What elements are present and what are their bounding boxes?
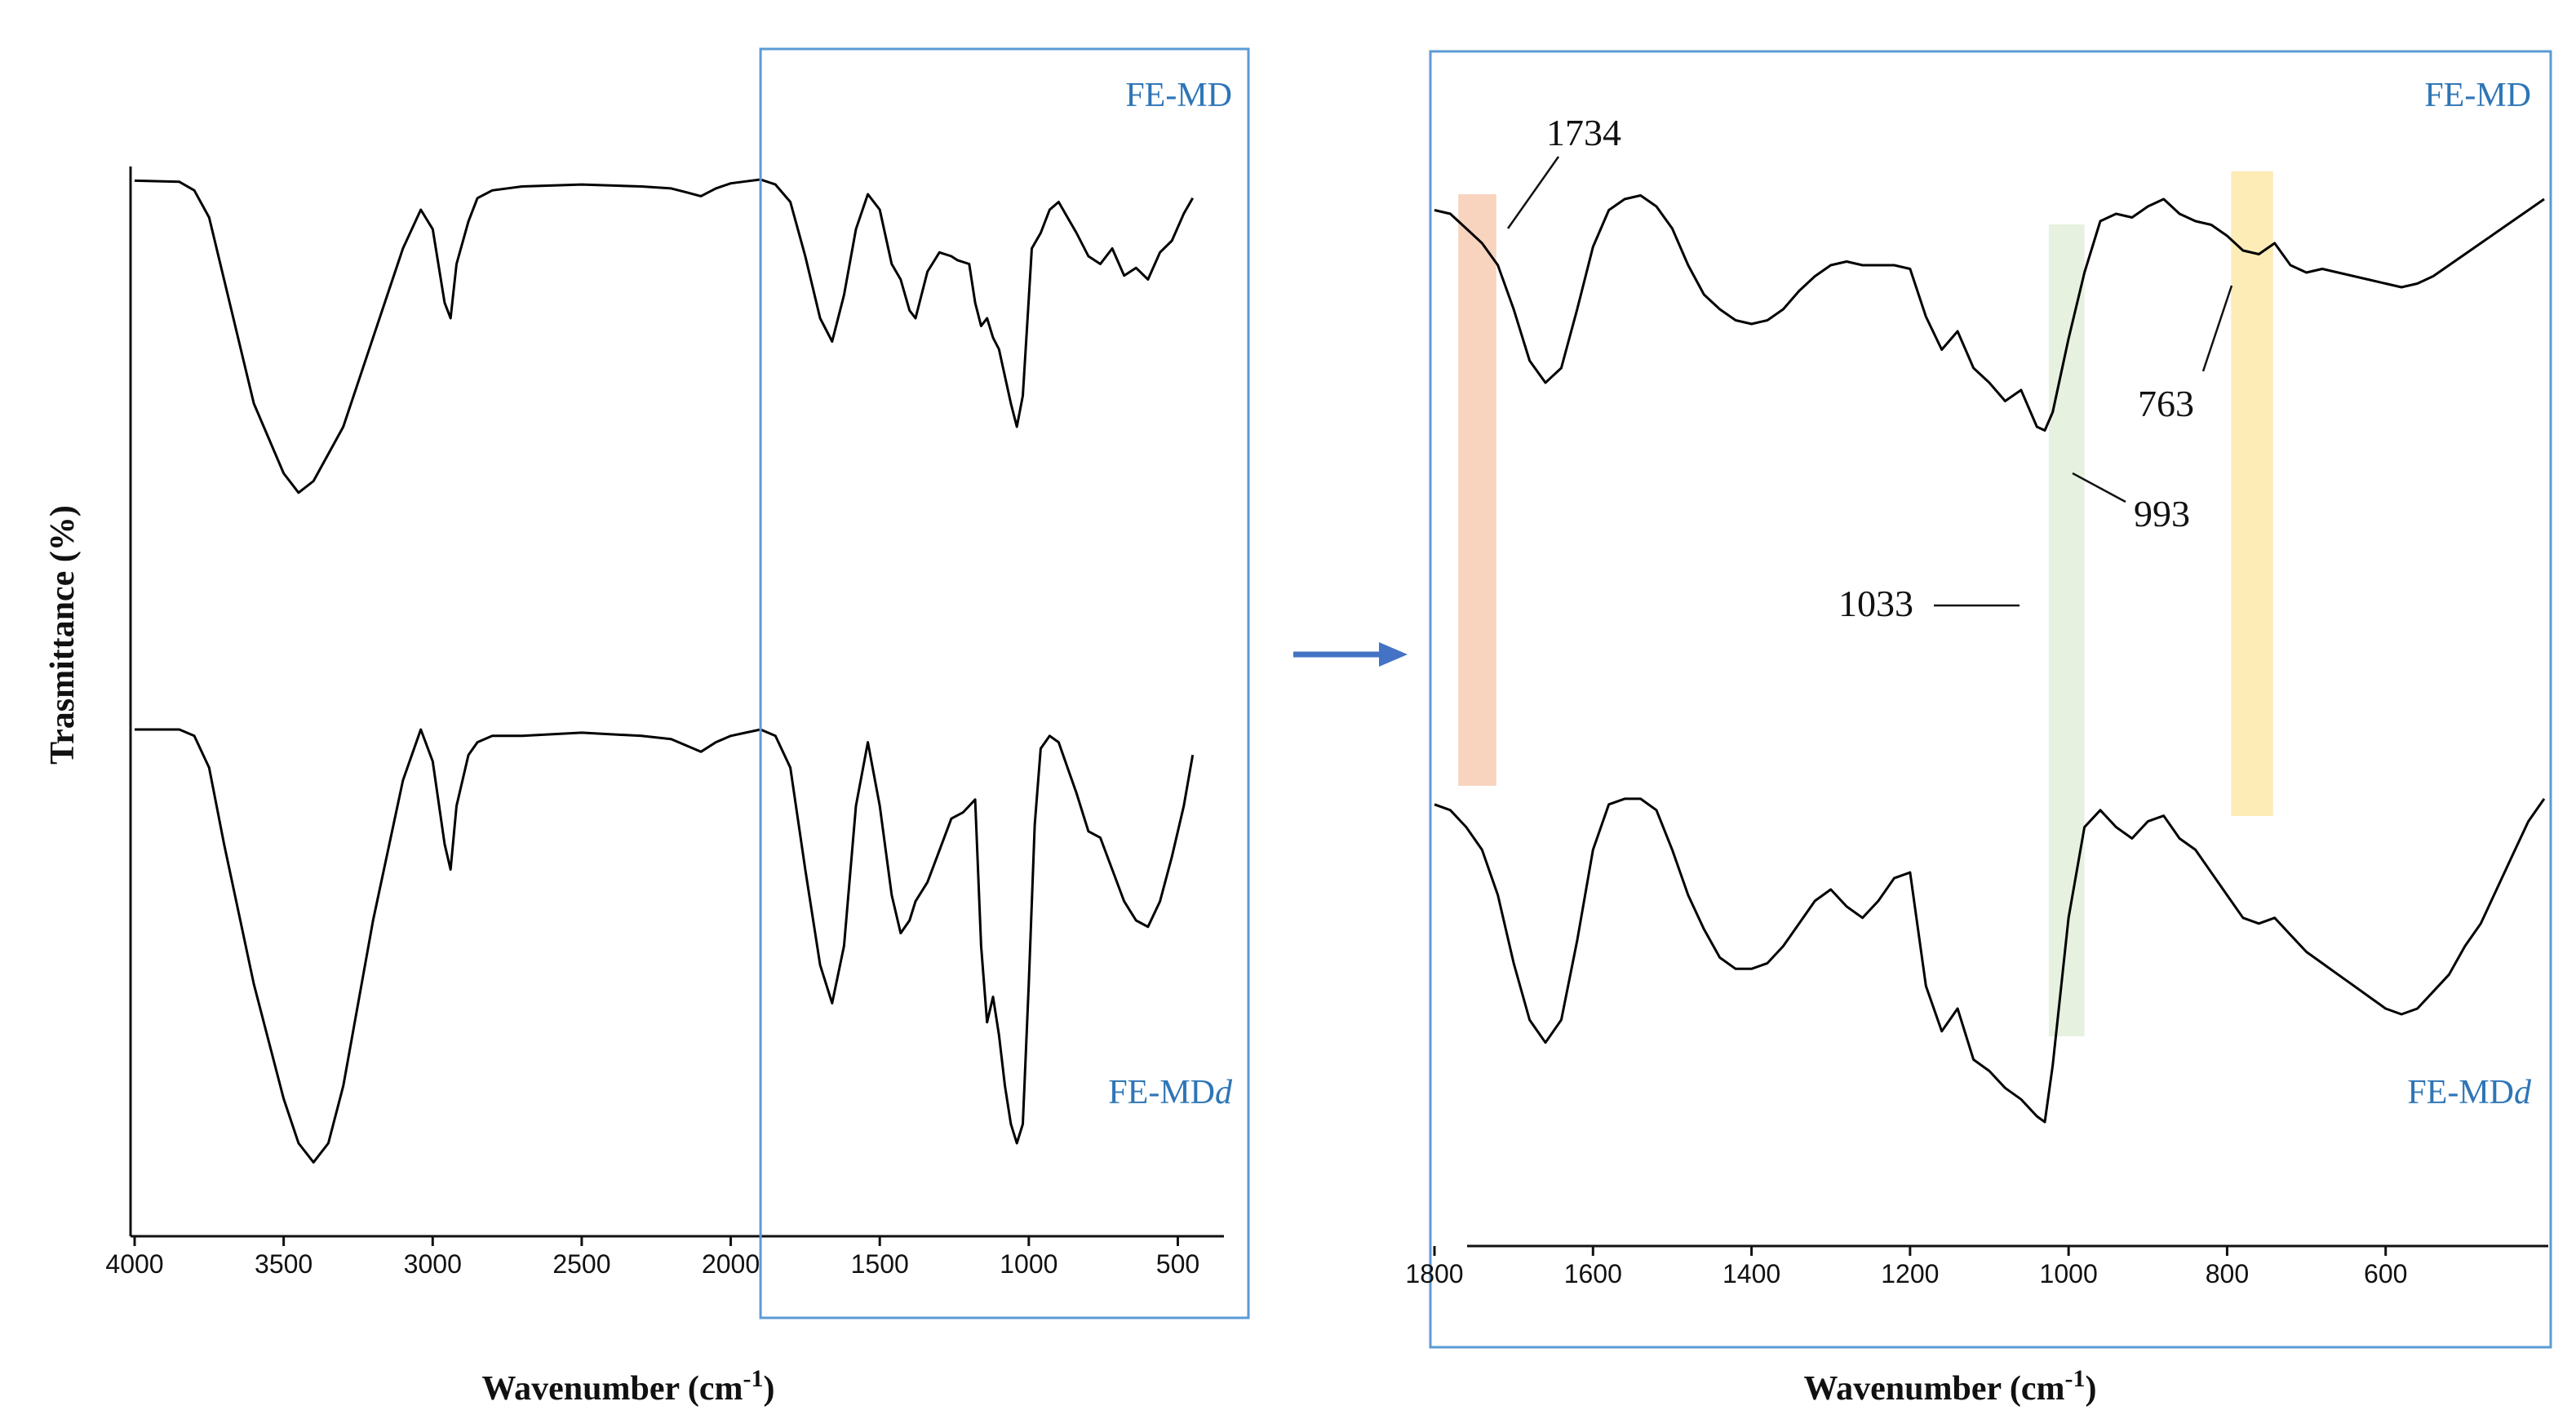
x-tick-label: 3000 bbox=[404, 1249, 462, 1279]
right-panel-frame bbox=[1429, 50, 2552, 1349]
x-tick-label: 500 bbox=[1156, 1249, 1199, 1279]
annotation-993: 993 bbox=[2134, 493, 2190, 534]
x-tick-label: 1800 bbox=[1405, 1259, 1463, 1288]
right-series-label-fe-mdd: FE-MDd bbox=[2407, 1074, 2532, 1111]
zoom-region-box bbox=[759, 47, 1250, 1319]
right-panel: 1800 1600 1400 1200 1000 800 600 1734 993 1033 76… bbox=[1405, 50, 2552, 1408]
left-series-label-fe-mdd: FE-MDd bbox=[1108, 1074, 1233, 1111]
series-line-fe-mdd bbox=[1434, 797, 2546, 1124]
left-panel: 4000 3500 3000 2500 2000 1500 1000 500 FE-MD FE… bbox=[44, 47, 1250, 1408]
x-tick-label: 1200 bbox=[1881, 1259, 1939, 1288]
series-line-fe-md bbox=[134, 178, 1195, 494]
annotation-1033: 1033 bbox=[1838, 583, 1913, 624]
x-tick-label: 1000 bbox=[1000, 1249, 1057, 1279]
annotation-leader-993 bbox=[2072, 472, 2126, 503]
left-series-label-fe-md: FE-MD bbox=[1125, 77, 1232, 114]
annotation-leader-1734 bbox=[1506, 156, 1560, 229]
right-x-axis-title: Wavenumber (cm-1) bbox=[1803, 1365, 2096, 1408]
x-tick-label: 3500 bbox=[255, 1249, 313, 1279]
series-line-fe-md bbox=[1434, 194, 2545, 432]
x-tick-label: 2500 bbox=[552, 1249, 610, 1279]
annotation-leader-763 bbox=[2201, 285, 2233, 372]
band-1734-highlight bbox=[1458, 194, 1496, 786]
x-tick-label: 1000 bbox=[2040, 1259, 2098, 1288]
x-tick-label: 1400 bbox=[1723, 1259, 1780, 1288]
x-tick-label: 1500 bbox=[851, 1249, 909, 1279]
x-tick-label: 2000 bbox=[702, 1249, 760, 1279]
x-tick-label: 800 bbox=[2206, 1259, 2249, 1288]
right-series-label-fe-md: FE-MD bbox=[2424, 77, 2531, 114]
annotation-763: 763 bbox=[2138, 383, 2194, 424]
x-tick-label: 600 bbox=[2364, 1259, 2407, 1288]
left-y-axis-title: Trasmittance (%) bbox=[44, 505, 82, 765]
x-tick-label: 1600 bbox=[1564, 1259, 1622, 1288]
left-x-axis-title: Wavenumber (cm-1) bbox=[481, 1365, 774, 1408]
x-tick-label: 4000 bbox=[105, 1249, 163, 1279]
right-arrow-icon bbox=[1293, 642, 1408, 667]
band-993-highlight bbox=[2048, 224, 2085, 1036]
series-line-fe-mdd bbox=[135, 728, 1195, 1164]
band-763-highlight bbox=[2231, 171, 2273, 816]
annotation-1734: 1734 bbox=[1546, 112, 1621, 153]
